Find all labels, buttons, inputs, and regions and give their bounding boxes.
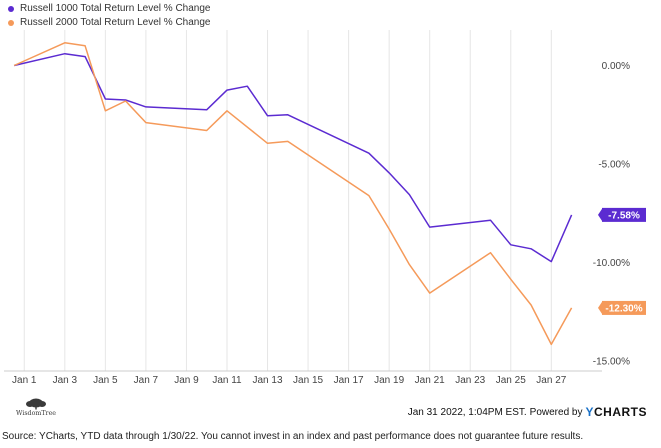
chart-timestamp: Jan 31 2022, 1:04PM EST. Powered by YCHA… — [408, 405, 647, 419]
end-label-box-0 — [602, 207, 646, 222]
legend-item-russell-1000[interactable]: Russell 1000 Total Return Level % Change — [8, 2, 211, 16]
timestamp-text: Jan 31 2022, 1:04PM EST. — [407, 406, 527, 418]
x-tick-label: Jan 19 — [374, 375, 404, 386]
end-label-box-1 — [602, 300, 646, 315]
x-tick-label: Jan 23 — [455, 375, 485, 386]
legend: Russell 1000 Total Return Level % Change… — [8, 2, 211, 30]
x-tick-label: Jan 5 — [93, 375, 118, 386]
source-note: Source: YCharts, YTD data through 1/30/2… — [2, 431, 584, 442]
x-tick-label: Jan 7 — [134, 375, 159, 386]
x-tick-label: Jan 17 — [334, 375, 364, 386]
end-value-label: -12.30% — [605, 303, 642, 314]
legend-item-russell-2000[interactable]: Russell 2000 Total Return Level % Change — [8, 16, 211, 30]
logo-wordmark: WisdomTree — [16, 410, 56, 417]
end-label-pointer-1 — [598, 301, 602, 314]
x-tick-label: Jan 13 — [253, 375, 283, 386]
x-tick-label: Jan 15 — [293, 375, 323, 386]
y-tick-label: 0.00% — [602, 61, 630, 72]
ycharts-logo[interactable]: YCHARTS — [585, 405, 647, 419]
legend-swatch-russell-2000 — [8, 20, 14, 26]
series-line-0 — [13, 52, 573, 263]
y-tick-label: -5.00% — [598, 160, 630, 171]
x-tick-label: Jan 1 — [12, 375, 37, 386]
legend-label-russell-1000: Russell 1000 Total Return Level % Change — [20, 3, 211, 14]
x-tick-label: Jan 9 — [174, 375, 199, 386]
legend-swatch-russell-1000 — [8, 6, 14, 12]
wisdomtree-logo: WisdomTree — [16, 398, 56, 417]
x-tick-label: Jan 21 — [415, 375, 445, 386]
series-line-1 — [13, 42, 573, 346]
y-tick-label: -10.00% — [593, 258, 630, 269]
powered-by-text: Powered by — [529, 406, 583, 418]
x-tick-label: Jan 25 — [496, 375, 526, 386]
x-tick-label: Jan 3 — [53, 375, 78, 386]
x-tick-label: Jan 27 — [536, 375, 566, 386]
line-chart: Jan 1 Jan 3 Jan 5 Jan 7 Jan 9 Jan 11 Jan 13 Jan… — [4, 30, 646, 386]
x-tick-label: Jan 11 — [212, 375, 242, 386]
end-label-pointer-0 — [598, 208, 602, 221]
legend-label-russell-2000: Russell 2000 Total Return Level % Change — [20, 17, 211, 28]
end-value-label: -7.58% — [608, 210, 640, 221]
y-tick-label: -15.00% — [593, 357, 630, 368]
